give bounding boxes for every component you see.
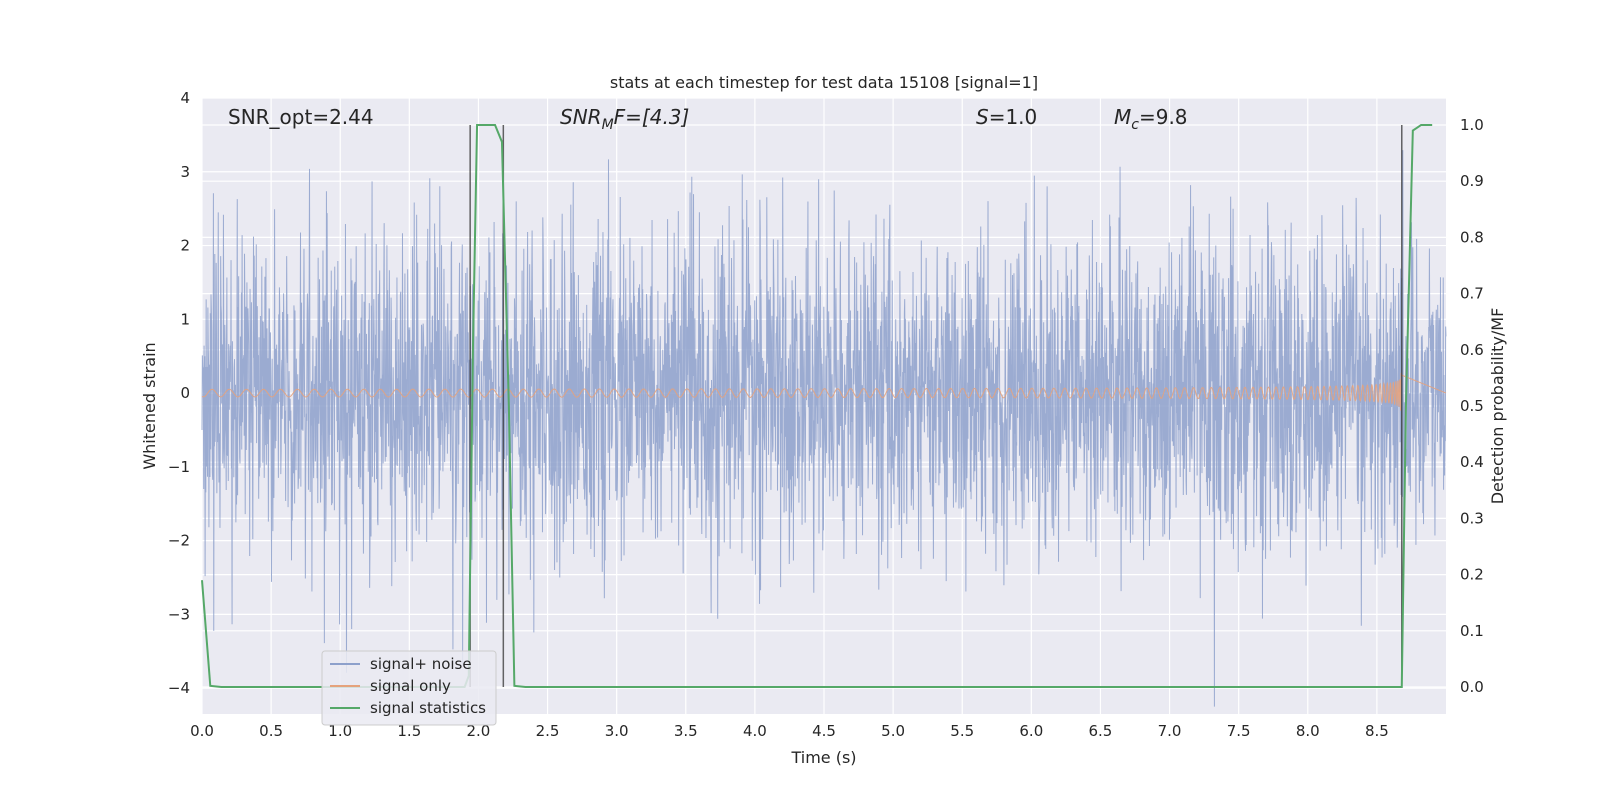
signal-noise-series xyxy=(201,150,1447,707)
left-y-tick-label: 4 xyxy=(180,89,190,107)
right-y-tick-label: 0.4 xyxy=(1460,453,1484,471)
right-y-tick-label: 1.0 xyxy=(1460,116,1484,134)
y-axis-label-right: Detection probability/MF xyxy=(1488,308,1507,505)
series-line-signal-noise xyxy=(201,150,1447,707)
left-y-tick-label: −4 xyxy=(168,679,190,697)
annotation-s: S=1.0 xyxy=(976,105,1037,129)
right-y-tick-label: 0.2 xyxy=(1460,566,1484,584)
left-y-tick-label: 2 xyxy=(180,237,190,255)
left-y-tick-label: −3 xyxy=(168,605,190,623)
y-axis-label-left: Whitened strain xyxy=(140,342,159,469)
legend-label-signal-only: signal only xyxy=(370,677,451,695)
x-tick-label: 2.0 xyxy=(467,722,491,740)
left-y-tick-label: 3 xyxy=(180,163,190,181)
right-y-tick-label: 0.0 xyxy=(1460,678,1484,696)
x-tick-label: 7.5 xyxy=(1227,722,1251,740)
annotation-snr-opt: SNR_opt=2.44 xyxy=(228,105,374,129)
x-tick-label: 4.0 xyxy=(743,722,767,740)
signal-only-series xyxy=(201,372,1447,411)
left-y-tick-labels: 4 3 2 1 0 −1 −2 −3 −4 xyxy=(168,89,190,697)
right-y-tick-label: 0.6 xyxy=(1460,341,1484,359)
right-y-tick-label: 0.7 xyxy=(1460,285,1484,303)
annotation-mc-sub: c xyxy=(1131,117,1139,133)
legend-label-signal-noise: signal+ noise xyxy=(370,655,472,673)
x-tick-label: 6.5 xyxy=(1089,722,1113,740)
right-y-tick-label: 0.8 xyxy=(1460,228,1484,246)
annotation-mc-main: M xyxy=(1114,105,1131,129)
right-y-tick-label: 0.1 xyxy=(1460,622,1484,640)
x-tick-label: 3.5 xyxy=(674,722,698,740)
x-tick-label: 7.0 xyxy=(1158,722,1182,740)
left-y-tick-label: −2 xyxy=(168,532,190,550)
x-tick-label: 6.0 xyxy=(1019,722,1043,740)
x-tick-label: 3.0 xyxy=(605,722,629,740)
annotation-snr-mf-main: SNR xyxy=(560,105,602,129)
x-tick-label: 1.5 xyxy=(397,722,421,740)
x-tick-label: 8.0 xyxy=(1296,722,1320,740)
x-tick-label: 2.5 xyxy=(536,722,560,740)
x-tick-label: 0.0 xyxy=(190,722,214,740)
legend: signal+ noise signal only signal statist… xyxy=(321,650,497,726)
legend-label-signal-statistics: signal statistics xyxy=(370,699,486,717)
annotation-s-main: S xyxy=(976,105,989,129)
left-y-tick-label: 1 xyxy=(180,310,190,328)
left-y-tick-label: 0 xyxy=(180,384,190,402)
right-y-tick-label: 0.3 xyxy=(1460,509,1484,527)
x-tick-label: 5.0 xyxy=(881,722,905,740)
annotation-mc: Mc=9.8 xyxy=(1114,105,1188,133)
x-tick-label: 8.5 xyxy=(1365,722,1389,740)
x-axis-label: Time (s) xyxy=(790,748,856,767)
right-y-tick-label: 0.5 xyxy=(1460,397,1484,415)
left-y-tick-label: −1 xyxy=(168,458,190,476)
legend-box xyxy=(321,650,497,726)
annotation-s-rest: =1.0 xyxy=(989,105,1038,129)
x-tick-label: 1.0 xyxy=(328,722,352,740)
right-y-tick-labels: 1.0 0.9 0.8 0.7 0.6 0.5 0.4 0.3 0.2 0.1 0.0 xyxy=(1460,116,1484,696)
series-line-signal-only xyxy=(201,372,1447,411)
chart-title: stats at each timestep for test data 151… xyxy=(610,73,1038,92)
right-y-tick-label: 0.9 xyxy=(1460,172,1484,190)
x-tick-label: 5.5 xyxy=(950,722,974,740)
annotation-snr-mf: SNRMF=[4.3] xyxy=(560,105,689,133)
annotation-snr-mf-rest: F=[4.3] xyxy=(614,105,690,129)
annotation-mc-rest: =9.8 xyxy=(1139,105,1188,129)
annotation-snr-mf-sub: M xyxy=(602,117,614,133)
x-tick-labels: 0.0 0.5 1.0 1.5 2.0 2.5 3.0 3.5 4.0 4.5 5.0 5.5 6.0 6… xyxy=(190,722,1389,740)
x-tick-label: 0.5 xyxy=(259,722,283,740)
x-tick-label: 4.5 xyxy=(812,722,836,740)
